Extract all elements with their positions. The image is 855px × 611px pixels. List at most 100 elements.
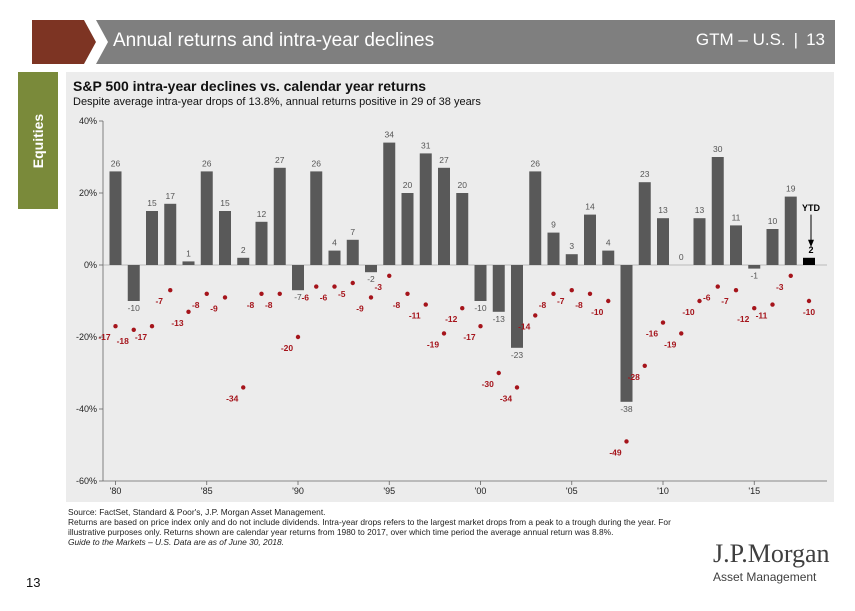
logo-main: J.P.Morgan <box>713 539 830 568</box>
decline-label: -5 <box>338 289 346 299</box>
return-label: 34 <box>385 130 395 140</box>
return-label: 23 <box>640 169 650 179</box>
decline-label: -8 <box>265 300 273 310</box>
y-tick-label: -40% <box>76 404 97 414</box>
return-bar <box>146 211 158 265</box>
return-bar <box>109 171 122 265</box>
decline-label: -19 <box>664 339 677 349</box>
y-tick-label: 0% <box>84 260 97 270</box>
return-label: 14 <box>585 202 595 212</box>
page-number: 13 <box>26 575 41 590</box>
return-label: 0 <box>679 252 684 262</box>
header-title: Annual returns and intra-year declines <box>113 30 435 51</box>
ytd-return-label: 2 <box>808 245 813 255</box>
decline-dot <box>332 284 337 289</box>
decline-label: -16 <box>646 329 659 339</box>
ytd-label: YTD <box>802 203 821 213</box>
return-bar <box>657 218 669 265</box>
decline-dot <box>624 439 629 444</box>
return-bar <box>164 203 177 265</box>
return-label: 15 <box>147 198 157 208</box>
decline-label: -7 <box>721 296 729 306</box>
decline-dot <box>733 288 739 293</box>
decline-dot <box>697 298 702 304</box>
decline-label: -49 <box>609 447 622 457</box>
return-bar <box>328 250 341 265</box>
return-label: 15 <box>220 198 230 208</box>
decline-dot <box>606 298 611 304</box>
return-bar <box>255 221 268 265</box>
return-bar <box>784 196 797 265</box>
x-tick-label: '10 <box>657 486 669 496</box>
return-label: -13 <box>493 314 506 324</box>
decline-label: -34 <box>500 393 513 403</box>
y-tick-label: 40% <box>79 116 97 126</box>
decline-label: -8 <box>539 300 547 310</box>
return-bar <box>730 225 742 265</box>
decline-dot <box>752 306 757 311</box>
decline-label: -19 <box>427 339 440 349</box>
x-tick-label: '00 <box>475 486 487 496</box>
return-bar <box>766 229 779 265</box>
return-bar <box>237 257 250 265</box>
return-bar <box>584 214 596 265</box>
decline-dot <box>587 291 593 296</box>
footnote-source: Source: FactSet, Standard & Poor's, J.P.… <box>68 507 326 517</box>
return-label: -23 <box>511 350 524 360</box>
decline-label: -12 <box>445 314 458 324</box>
return-bar <box>200 171 213 265</box>
decline-label: -10 <box>682 307 695 317</box>
x-tick-label: '80 <box>110 486 122 496</box>
decline-label: -8 <box>393 300 401 310</box>
return-bar <box>711 157 724 265</box>
decline-label: -14 <box>518 321 531 331</box>
decline-dot <box>715 284 720 289</box>
return-label: -10 <box>128 303 141 313</box>
decline-label: -6 <box>703 293 711 303</box>
footnote-guide: Guide to the Markets – U.S. Data are as … <box>68 537 285 547</box>
decline-dot <box>222 295 228 300</box>
decline-dot <box>295 334 301 340</box>
decline-label: -30 <box>482 379 495 389</box>
decline-label: -9 <box>356 303 364 313</box>
decline-dot <box>551 291 556 296</box>
return-label: 4 <box>606 238 611 248</box>
decline-label: -28 <box>628 372 641 382</box>
return-bar <box>602 250 615 265</box>
return-label: 31 <box>421 140 431 150</box>
ytd-decline-label: -10 <box>803 307 816 317</box>
return-bar <box>511 265 523 348</box>
return-label: 20 <box>403 180 413 190</box>
decline-dot <box>241 385 246 390</box>
return-bar <box>127 265 140 301</box>
decline-dot <box>478 324 483 329</box>
return-label: 9 <box>551 220 556 230</box>
decline-label: -17 <box>98 332 111 342</box>
return-bar <box>474 265 487 301</box>
return-label: 17 <box>166 191 176 201</box>
header-accent <box>32 20 108 64</box>
return-bar <box>365 265 377 273</box>
return-label: -7 <box>294 292 302 302</box>
return-bar <box>456 193 469 265</box>
return-label: 27 <box>439 155 449 165</box>
decline-dot <box>642 363 647 368</box>
header-right: GTM – U.S. | 13 <box>696 30 825 50</box>
return-label: 1 <box>186 248 191 258</box>
return-bar <box>492 265 505 312</box>
ytd-decline-dot <box>806 298 812 304</box>
decline-dot <box>186 309 191 314</box>
header-separator: | <box>793 30 799 49</box>
decline-label: -7 <box>557 296 565 306</box>
return-label: 19 <box>786 184 796 194</box>
footnote: Source: FactSet, Standard & Poor's, J.P.… <box>68 507 708 547</box>
return-bar <box>529 171 542 265</box>
return-bar <box>693 218 706 265</box>
decline-dot <box>131 327 136 332</box>
return-bar <box>292 265 304 291</box>
return-label: 20 <box>458 180 468 190</box>
return-label: 2 <box>241 245 246 255</box>
x-tick-label: '15 <box>748 486 760 496</box>
return-bar <box>273 167 286 265</box>
